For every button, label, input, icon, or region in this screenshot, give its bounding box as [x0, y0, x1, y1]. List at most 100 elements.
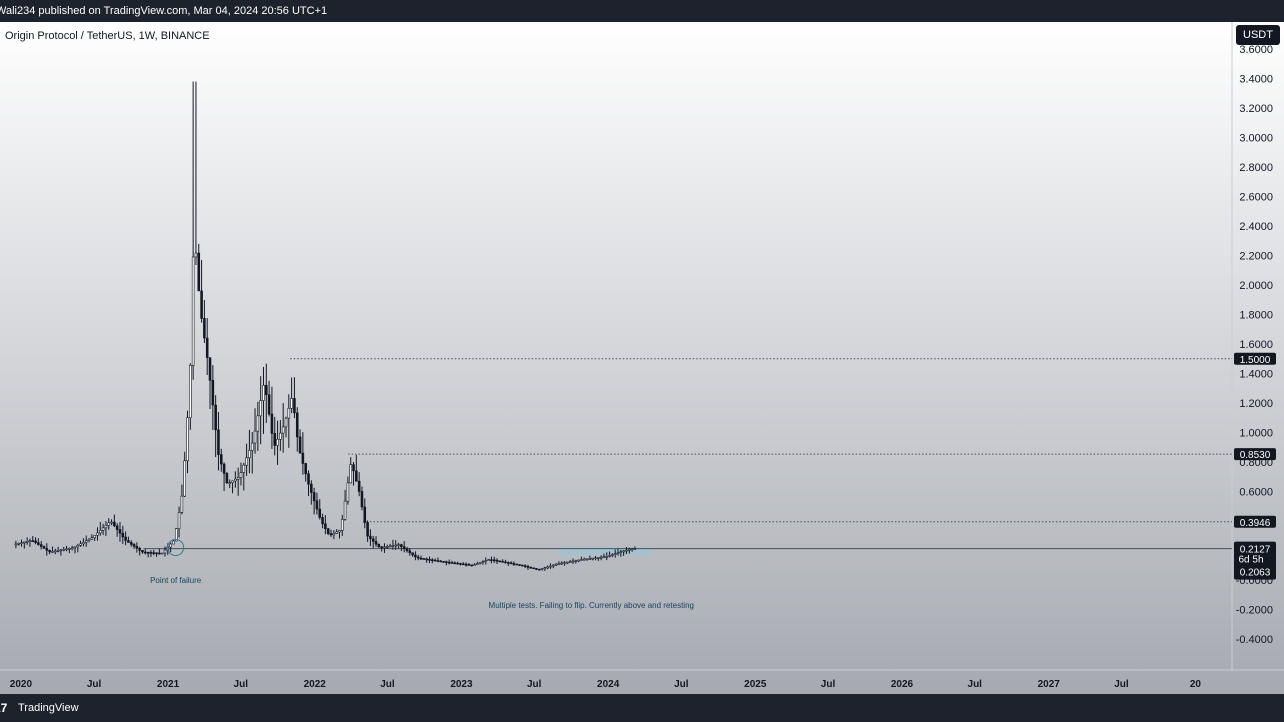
candle-body — [87, 538, 91, 542]
candle-body — [321, 517, 324, 525]
candle-body — [295, 412, 299, 438]
candle-body — [324, 523, 327, 530]
candle-body — [408, 550, 412, 554]
candle-body — [464, 563, 468, 566]
candle-body — [611, 554, 614, 556]
candle-body — [397, 544, 400, 546]
x-tick-label: 20 — [1190, 679, 1202, 690]
candle-body — [616, 552, 620, 555]
candle-body — [99, 530, 102, 534]
candle-body — [518, 564, 521, 566]
candle-body — [68, 548, 71, 550]
failure-circle-marker — [167, 539, 185, 557]
candle-body — [419, 557, 423, 560]
candle-body — [138, 548, 141, 551]
candle-body — [335, 531, 338, 534]
candle-body — [194, 252, 198, 258]
candle-body — [231, 480, 234, 483]
candle-body — [349, 464, 352, 484]
candle-body — [484, 560, 488, 562]
candle-body — [326, 528, 330, 534]
candle-body — [521, 564, 524, 567]
candle-body — [391, 545, 395, 547]
candle-body — [371, 538, 375, 542]
candle-body — [594, 557, 597, 560]
publisher-bar: Wali234 published on TradingView.com, Ma… — [0, 0, 1284, 22]
candle-body — [28, 540, 32, 542]
candle-body — [236, 477, 240, 480]
candle-body — [242, 464, 246, 473]
x-tick-label: Jul — [380, 679, 395, 690]
candle-body — [124, 536, 127, 541]
candle-body — [270, 413, 274, 434]
candle-body — [222, 463, 226, 474]
candle-body — [205, 337, 209, 358]
candle-body — [228, 482, 232, 484]
candle-body — [191, 256, 195, 366]
candle-body — [504, 561, 507, 564]
candle-body — [214, 404, 217, 431]
candle-body — [422, 558, 426, 560]
candle-body — [540, 568, 544, 570]
candle-body — [591, 557, 594, 560]
candle-body — [101, 527, 105, 531]
candle-body — [574, 560, 578, 562]
candle-body — [498, 560, 502, 563]
brand-name[interactable]: TradingView — [18, 702, 79, 714]
prev-value-label: 0.2063 — [1240, 568, 1271, 579]
x-tick-label: 2021 — [157, 679, 180, 690]
level-tag: 1.5000 — [1240, 355, 1271, 366]
y-tick-label: 2.2000 — [1239, 251, 1273, 263]
candle-body — [433, 559, 437, 562]
candle-body — [203, 318, 206, 339]
candle-body — [369, 535, 372, 540]
candle-body — [62, 549, 65, 551]
candle-body — [183, 460, 186, 497]
tradingview-logo-icon[interactable]: 17 — [0, 701, 8, 715]
footer-bar: 17 TradingView — [0, 694, 1284, 722]
candle-body — [346, 482, 350, 502]
candle-body — [45, 548, 49, 551]
candle-body — [394, 544, 398, 547]
candle-body — [225, 473, 229, 484]
candle-body — [48, 550, 51, 553]
chart-background[interactable] — [0, 22, 1284, 694]
candle-body — [332, 533, 336, 536]
candle-body — [279, 432, 282, 440]
candle-body — [580, 559, 583, 561]
candle-body — [211, 379, 215, 406]
candle-body — [388, 545, 392, 548]
candle-body — [219, 454, 223, 465]
candle-body — [262, 384, 265, 401]
candle-body — [141, 549, 144, 553]
candle-body — [287, 407, 291, 419]
y-tick-label: 2.6000 — [1239, 192, 1273, 204]
candle-body — [352, 464, 355, 472]
candle-body — [442, 561, 445, 563]
candle-body — [53, 550, 57, 553]
candle-body — [107, 522, 111, 526]
candle-body — [470, 564, 473, 567]
countdown-label: 6d 5h — [1238, 555, 1263, 566]
candle-body — [189, 365, 192, 419]
price-chart[interactable]: 3.6000 3.4000 3.2000 3.0000 2.8000 2.6000 2.40… — [0, 0, 1284, 694]
candle-body — [276, 438, 279, 446]
candle-body — [490, 559, 493, 561]
candle-body — [450, 562, 454, 564]
x-tick-label: Jul — [821, 679, 836, 690]
candle-body — [265, 384, 268, 396]
candle-body — [208, 357, 212, 381]
candle-body — [456, 562, 459, 565]
candle-body — [84, 540, 88, 543]
candle-body — [582, 558, 586, 561]
candle-body — [585, 558, 589, 561]
candle-body — [473, 564, 476, 566]
candle-body — [14, 543, 18, 546]
x-tick-label: 2020 — [10, 679, 33, 690]
candle-body — [118, 529, 122, 534]
candle-body — [515, 563, 519, 566]
candle-body — [152, 552, 156, 554]
candle-body — [56, 550, 60, 552]
level-tag: 0.3946 — [1240, 518, 1271, 529]
currency-button[interactable]: USDT — [1236, 25, 1280, 45]
